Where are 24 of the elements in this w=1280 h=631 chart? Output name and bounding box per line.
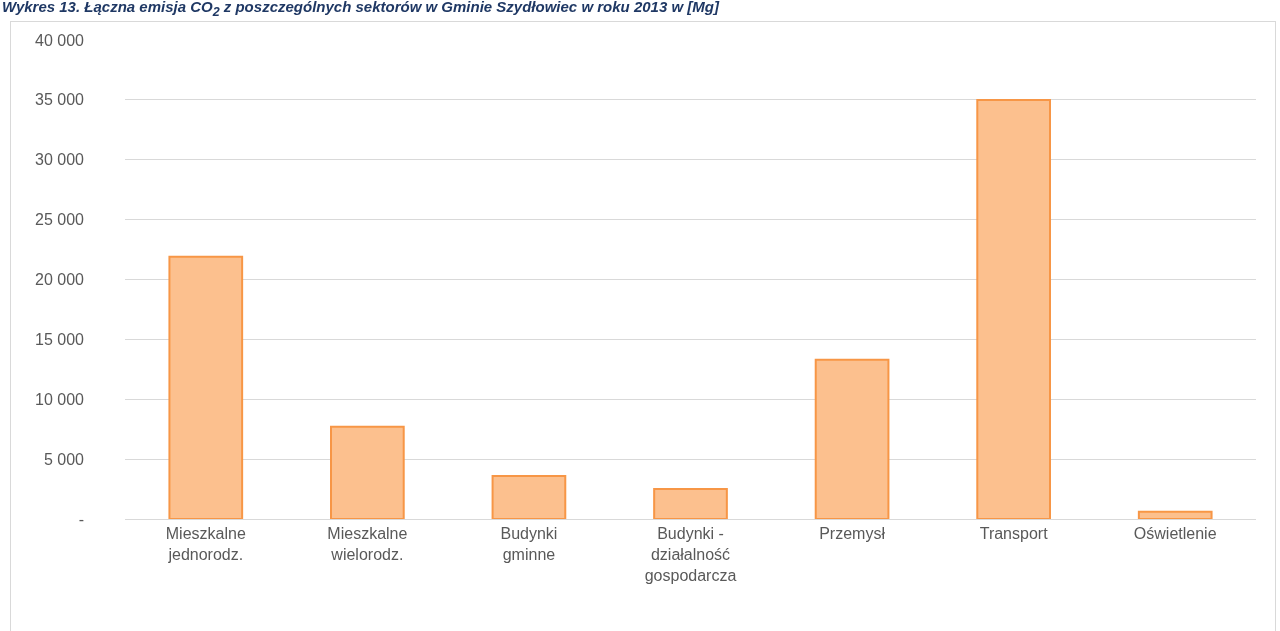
bar [330, 425, 405, 519]
y-tick-label: 25 000 [35, 211, 85, 229]
bar [1137, 510, 1213, 519]
x-tick-label: Mieszkalne wielorodz. [327, 525, 408, 563]
y-tick-label: 15 000 [35, 330, 85, 348]
x-tick-label: Budynki gminne [500, 525, 558, 563]
y-tick-label: 35 000 [35, 91, 85, 109]
bar [976, 98, 1051, 519]
x-tick-label: Budynki - działalność gospodarcza [644, 525, 737, 584]
bar [653, 488, 728, 519]
x-tick-label: Oświetlenie [1133, 525, 1217, 543]
x-tick-label: Mieszkalne jednorodz. [165, 525, 246, 563]
y-tick-label: 30 000 [35, 151, 85, 169]
bar [814, 358, 890, 519]
x-tick-label: Transport [979, 525, 1049, 543]
y-tick-label: 5 000 [43, 450, 85, 468]
bar [168, 255, 244, 519]
chart-title: Wykres 13. Łączna emisja CO$_{2}$ z poszczególnych sektorów w Gminie Szydłowiec w roku 2013 w [Mg] [2, 0, 719, 19]
y-tick-label: 10 000 [35, 390, 85, 408]
bar [491, 474, 567, 519]
y-tick-label: - [78, 510, 84, 528]
y-tick-label: 20 000 [35, 271, 85, 289]
y-tick-label: 40 000 [35, 31, 85, 49]
x-tick-label: Przemysł [819, 525, 886, 543]
